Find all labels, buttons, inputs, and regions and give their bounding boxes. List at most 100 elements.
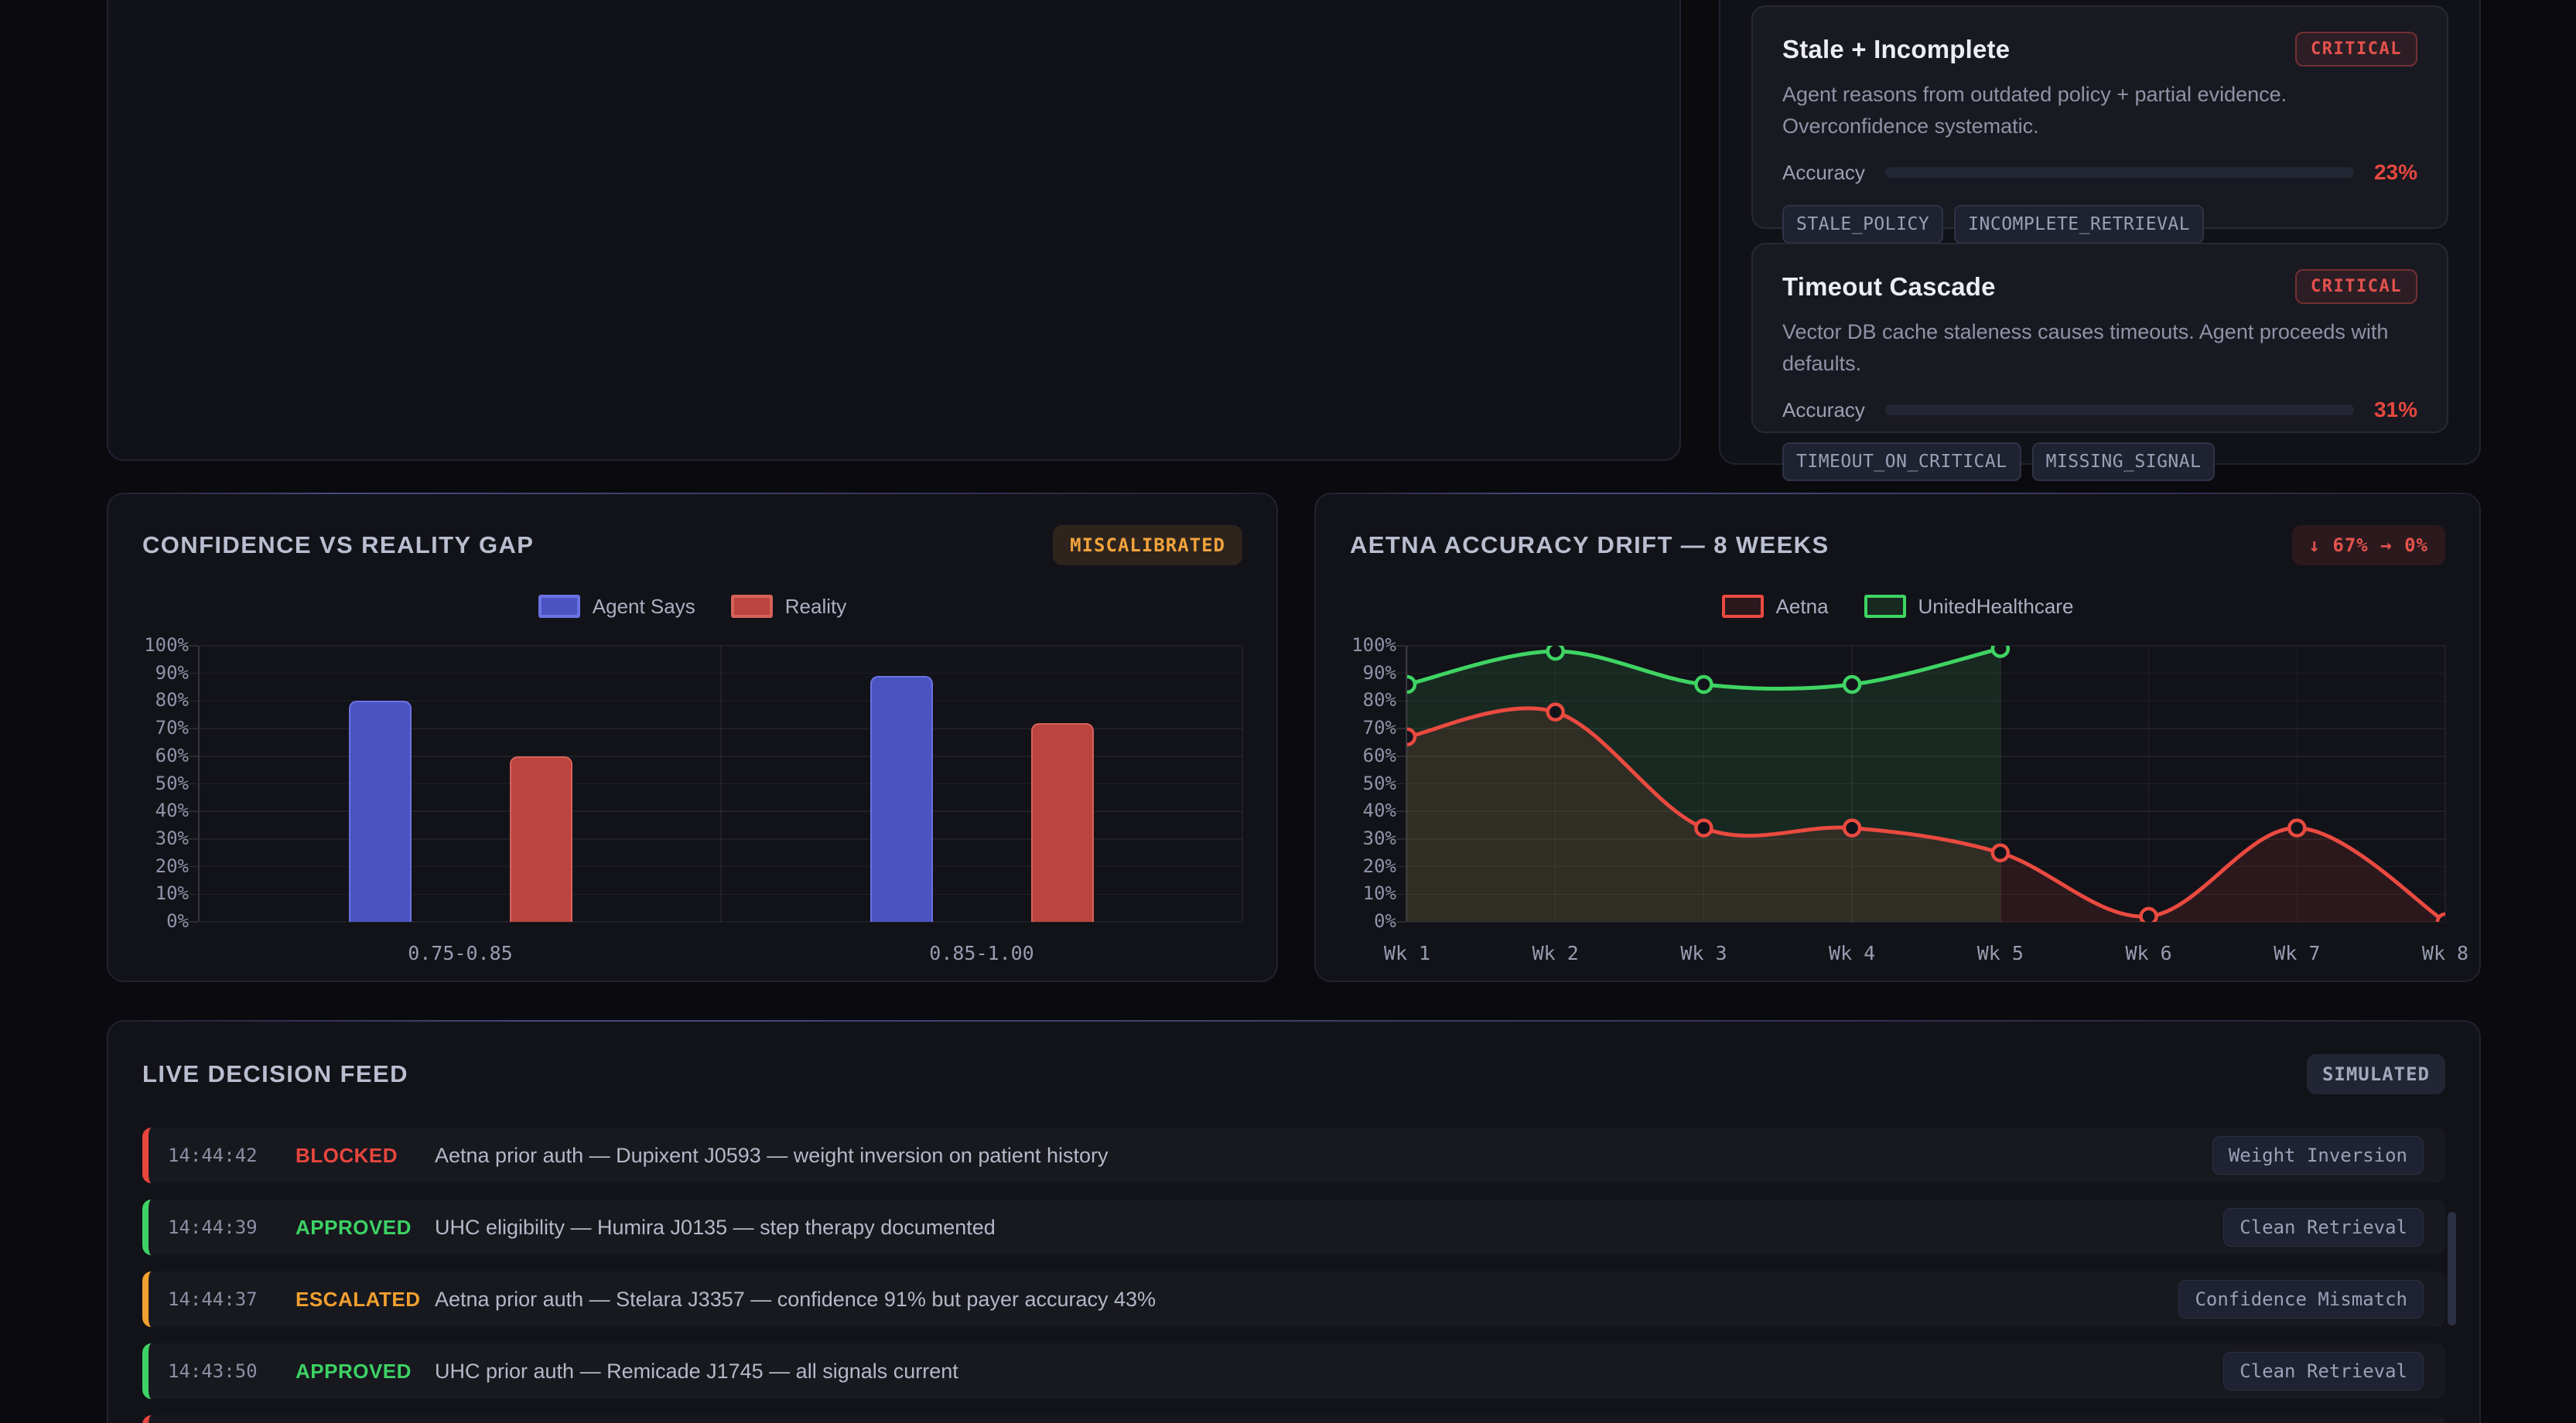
legend-item-agent-says[interactable]: Agent Says <box>538 595 695 619</box>
data-point-aetna[interactable] <box>2435 912 2445 922</box>
accuracy-percent: 31% <box>2373 398 2417 421</box>
legend-swatch-agent-says <box>538 595 580 618</box>
data-point-unitedhealthcare[interactable] <box>1546 646 1565 661</box>
grid-line <box>1406 646 1408 922</box>
axis-tick <box>1396 645 1406 647</box>
data-point-aetna[interactable] <box>1694 818 1713 838</box>
grid-line <box>2444 646 2446 922</box>
axis-tick <box>189 728 198 729</box>
line-chart-plot[interactable]: 0% 10% 20% 30% 40% 50% 60% 70% 80% 90% 100% Wk 1 Wk … <box>1351 634 2468 964</box>
legend-label: Reality <box>784 594 847 618</box>
data-point-unitedhealthcare[interactable] <box>1842 674 1862 694</box>
data-point-aetna[interactable] <box>2139 906 2158 922</box>
grid-line <box>1851 646 1853 922</box>
y-axis-label: 20% <box>155 855 189 877</box>
feed-status: APPROVED <box>296 1359 412 1383</box>
bar-reality[interactable] <box>509 756 572 922</box>
legend-label: UnitedHealthcare <box>1918 594 2074 618</box>
grid-line <box>200 810 1242 812</box>
grid-line <box>200 672 1242 674</box>
accuracy-percent: 23% <box>2373 160 2417 184</box>
grid-line <box>1407 810 2445 812</box>
x-axis-label: Wk 8 <box>2421 942 2469 964</box>
data-point-unitedhealthcare[interactable] <box>1694 674 1713 694</box>
feed-status: APPROVED <box>296 1215 412 1239</box>
chart-title: CONFIDENCE VS REALITY GAP <box>142 531 535 558</box>
feed-row[interactable]: 14:44:37 ESCALATED Aetna prior auth — Stel… <box>142 1271 2445 1327</box>
series-line-aetna <box>1407 706 2445 922</box>
data-point-aetna[interactable] <box>1546 702 1565 722</box>
line-chart-canvas <box>1407 646 2445 922</box>
axis-tick <box>189 700 198 702</box>
bar-agent-says[interactable] <box>348 701 412 922</box>
failure-card-description: Agent reasons from outdated policy + par… <box>1782 83 2287 138</box>
data-point-unitedhealthcare[interactable] <box>1990 646 2011 658</box>
grid-line <box>200 645 1242 647</box>
feed-list: 14:44:42 BLOCKED Aetna prior auth — Dupixe… <box>142 1128 2445 1423</box>
y-axis-label: 50% <box>1362 772 1396 794</box>
failure-card-stale-incomplete[interactable]: Stale + Incomplete CRITICAL Agent reason… <box>1751 5 2448 244</box>
data-point-aetna[interactable] <box>1407 727 1417 747</box>
y-axis-label: 0% <box>1374 910 1396 932</box>
legend-item-unitedhealthcare[interactable]: UnitedHealthcare <box>1864 594 2074 619</box>
grid-line <box>1242 646 1243 922</box>
data-point-unitedhealthcare[interactable] <box>1407 674 1417 694</box>
feed-description: UHC prior auth — Remicade J1745 — all si… <box>435 1359 958 1383</box>
accuracy-label: Accuracy <box>1782 398 1865 421</box>
legend-swatch-unitedhealthcare <box>1864 595 1906 618</box>
x-axis-label: Wk 7 <box>2274 942 2321 964</box>
axis-tick <box>189 921 198 923</box>
confidence-vs-reality-card: CONFIDENCE VS REALITY GAP MISCALIBRATED … <box>107 493 1278 982</box>
accuracy-progressbar <box>1884 167 2354 178</box>
data-point-aetna[interactable] <box>2287 818 2307 838</box>
feed-title: LIVE DECISION FEED <box>142 1060 408 1087</box>
legend-label: Aetna <box>1775 594 1829 618</box>
x-axis-label: Wk 4 <box>1829 942 1876 964</box>
simulated-badge: SIMULATED <box>2306 1054 2445 1094</box>
failure-card-timeout-cascade[interactable]: Timeout Cascade CRITICAL Vector DB cache… <box>1751 243 2448 481</box>
axis-tick <box>1396 865 1406 868</box>
grid-line <box>1407 700 2445 702</box>
severity-badge: CRITICAL <box>2295 269 2417 304</box>
feed-row[interactable]: 14:44:39 APPROVED UHC eligibility — Humira… <box>142 1199 2445 1255</box>
grid-line <box>2147 646 2150 922</box>
feed-row[interactable]: 14:43:50 APPROVED UHC prior auth — Remicad… <box>142 1343 2445 1399</box>
axis-tick <box>189 893 198 896</box>
axis-tick <box>1396 893 1406 896</box>
data-point-aetna[interactable] <box>1842 818 1862 838</box>
accuracy-progressbar <box>1884 404 2354 415</box>
y-axis-label: 60% <box>1362 744 1396 766</box>
grid-line <box>200 756 1242 757</box>
feed-tag-chip: Clean Retrieval <box>2223 1352 2424 1391</box>
feed-row[interactable]: 14:44:42 BLOCKED Aetna prior auth — Dupixe… <box>142 1128 2445 1183</box>
feed-description: UHC eligibility — Humira J0135 — step th… <box>435 1215 996 1239</box>
grid-line <box>1703 646 1705 922</box>
legend-item-aetna[interactable]: Aetna <box>1721 594 1829 619</box>
legend-item-reality[interactable]: Reality <box>730 594 847 619</box>
feed-status: ESCALATED <box>296 1287 421 1311</box>
grid-line <box>720 646 722 922</box>
grid-line <box>200 865 1242 868</box>
grid-line <box>1407 756 2445 757</box>
feed-description: Aetna prior auth — Dupixent J0593 — weig… <box>435 1143 1109 1167</box>
axis-tick <box>1396 728 1406 729</box>
y-axis-label: 30% <box>1362 827 1396 849</box>
y-axis-label: 80% <box>1362 689 1396 712</box>
severity-badge: CRITICAL <box>2295 32 2417 67</box>
feed-timestamp: 14:44:39 <box>168 1217 258 1238</box>
grid-line <box>1407 728 2445 729</box>
y-axis-label: 20% <box>1362 855 1396 877</box>
y-axis-label: 60% <box>155 744 189 766</box>
data-point-aetna[interactable] <box>1990 843 2011 862</box>
series-area-aetna <box>1407 708 2445 922</box>
bar-reality[interactable] <box>1030 722 1094 922</box>
feed-scrollbar[interactable] <box>2448 1212 2456 1326</box>
feed-tag-chip: Clean Retrieval <box>2223 1208 2424 1247</box>
axis-tick <box>1396 838 1406 840</box>
x-axis-label: Wk 6 <box>2125 942 2172 964</box>
feed-row[interactable] <box>142 1415 2445 1423</box>
accuracy-label: Accuracy <box>1782 160 1865 184</box>
bar-chart-plot[interactable]: 0% 10% 20% 30% 40% 50% 60% 70% 80% 90% 100% 0.75-0.… <box>144 634 1243 964</box>
bar-agent-says[interactable] <box>869 676 933 922</box>
